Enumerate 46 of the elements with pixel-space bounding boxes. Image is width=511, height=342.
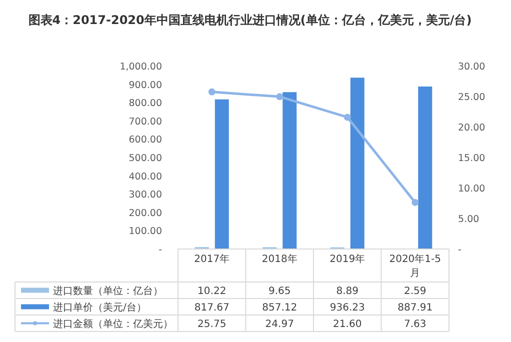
- y-tick-label: 400.00: [128, 171, 162, 182]
- data-label: 7.63: [404, 318, 426, 330]
- legend-label: 进口数量（单位：亿台）: [53, 284, 163, 297]
- y-tick-label: -: [158, 244, 162, 256]
- y-tick-label: 300.00: [128, 190, 162, 201]
- y-tick-label: 700.00: [128, 116, 162, 128]
- y-tick-label: 900.00: [128, 80, 162, 91]
- y-tick-label: 500.00: [128, 153, 162, 164]
- y-tick-label: 200.00: [128, 208, 162, 219]
- x-tick-label: 2019年: [330, 253, 366, 265]
- y-tick-label: 600.00: [128, 134, 162, 146]
- legend-label: 进口单价（美元/台）: [53, 301, 146, 314]
- bar: [214, 99, 229, 249]
- data-label: 936.23: [330, 302, 365, 314]
- legend-label: 进口金额（单位：亿美元）: [53, 318, 173, 330]
- y2-tick-label: 30.00: [458, 62, 486, 72]
- chart-title: 图表4：2017-2020年中国直线电机行业进口情况(单位：亿台，亿美元，美元/台): [28, 13, 472, 27]
- x-tick-label: 2017年: [194, 253, 230, 265]
- y2-tick-label: -: [458, 244, 462, 256]
- y2-tick-label: 25.00: [458, 92, 486, 103]
- y2-tick-label: 5.00: [458, 214, 480, 225]
- y-tick-label: 800.00: [128, 98, 162, 110]
- data-label: 25.75: [198, 318, 226, 330]
- data-label: 24.97: [265, 318, 294, 330]
- data-label: 8.89: [336, 286, 359, 297]
- y-tick-label: 1,000.00: [120, 62, 162, 72]
- data-label: 2.59: [404, 286, 426, 297]
- data-label: 817.67: [194, 302, 230, 314]
- point: [412, 198, 419, 206]
- bar: [282, 92, 297, 249]
- data-label: 21.60: [333, 318, 362, 330]
- x-tick-label: 2018年: [262, 253, 298, 265]
- y2-tick-label: 15.00: [458, 153, 486, 164]
- data-label: 10.22: [198, 286, 226, 297]
- x-tick-label: 2020年1-5月: [389, 253, 442, 279]
- point: [344, 114, 351, 121]
- data-label: 887.91: [398, 302, 433, 314]
- y2-tick-label: 20.00: [458, 122, 486, 134]
- bar: [418, 86, 432, 249]
- y2-tick-label: 10.00: [458, 184, 486, 194]
- y-tick-label: 100.00: [128, 226, 162, 238]
- bar: [350, 78, 364, 249]
- point: [276, 93, 284, 100]
- data-label: 9.65: [268, 286, 291, 297]
- point: [208, 88, 216, 96]
- data-label: 857.12: [262, 302, 298, 314]
